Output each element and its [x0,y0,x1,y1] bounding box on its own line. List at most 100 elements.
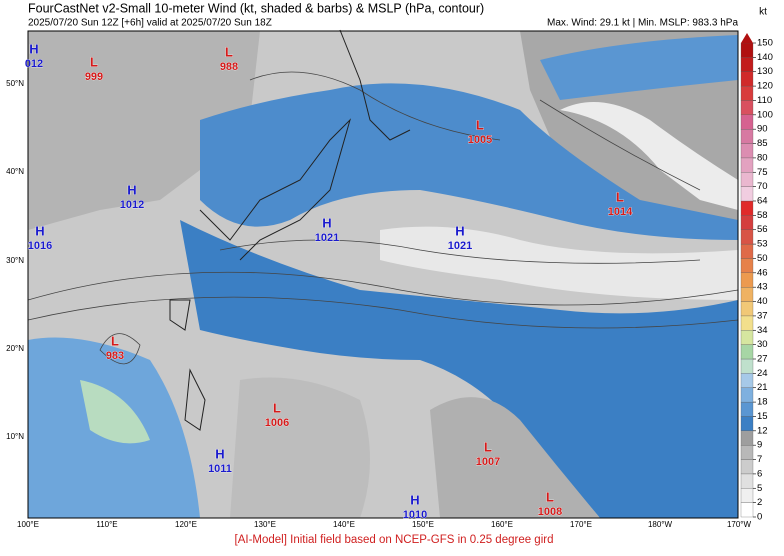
colorbar-label: 9 [757,440,762,451]
colorbar-segment [740,85,754,101]
colorbar-label: 2 [757,497,762,508]
colorbar-label: 7 [757,454,762,465]
colorbar-label: 140 [757,52,773,63]
lon-label: 140°E [333,520,355,529]
center-type: L [111,333,119,348]
colorbar-unit: kt [759,7,767,18]
map-frame [27,30,739,519]
colorbar-label: 37 [757,310,768,321]
shade [380,226,738,300]
colorbar-label: 110 [757,95,772,106]
colorbar-segment [740,387,754,403]
colorbar-label: 85 [757,138,768,149]
shade [560,102,738,210]
colorbar-segment [740,186,754,202]
colorbar-label: 64 [757,196,768,207]
center-value: 1016 [28,240,52,252]
colorbar-label: 58 [757,210,768,221]
colorbar-segment [740,344,754,360]
center-value: 1021 [315,232,339,244]
colorbar-label: 46 [757,267,768,278]
colorbar-segment [740,416,754,431]
title: FourCastNet v2-Small 10-meter Wind (kt, … [28,1,484,15]
lon-label: 150°E [412,520,434,529]
colorbar-segment [740,71,754,87]
colorbar-segment [740,488,754,503]
center-value: 1005 [468,134,492,146]
colorbar-segment [740,57,754,72]
wind-band [200,83,738,240]
center-value: 1021 [448,240,472,252]
shade [430,397,600,518]
colorbar-segment [740,100,754,115]
lon-label: 160°E [491,520,513,529]
colorbar-label: 53 [757,239,768,250]
colorbar-label: 0 [757,512,762,523]
center-type: H [455,223,464,238]
center-type: H [127,182,136,197]
colorbar-segment [740,215,754,230]
colorbar-segment [740,287,754,302]
lon-label: 180°W [648,520,673,529]
map [27,29,739,518]
colorbar-label: 24 [757,368,768,379]
colorbar-label: 120 [757,81,773,92]
colorbar-label: 150 [757,38,773,49]
center-type: L [546,489,554,504]
center-type: L [484,439,492,454]
center-type: H [35,223,44,238]
colorbar-arrow [741,33,753,43]
colorbar-label: 27 [757,354,768,365]
colorbar-label: 90 [757,124,768,135]
colorbar-label: 43 [757,282,768,293]
center-type: H [215,446,224,461]
colorbar-segment [740,243,754,259]
colorbar-segment [740,301,754,317]
colorbar-segment [740,157,754,173]
colorbar-label: 56 [757,224,768,235]
colorbar-segment [740,373,754,388]
colorbar-segment [740,445,754,460]
colorbar-label: 5 [757,483,762,494]
center-type: L [90,54,98,69]
colorbar-segment [740,401,754,417]
center-type: H [410,492,419,507]
center-type: H [29,41,38,56]
colorbar-segment [740,502,754,518]
colorbar-segment [740,330,754,345]
center-value: 1012 [120,199,144,211]
lat-label: 30°N [6,256,24,265]
colorbar-segment [740,200,754,216]
center-type: H [322,215,331,230]
wind-band [180,220,738,518]
colorbar-segment [740,315,754,331]
colorbar-segment [740,143,754,159]
colorbar-label: 12 [757,425,768,436]
colorbar-label: 30 [757,339,768,350]
colorbar-segment [740,272,754,288]
colorbar-label: 6 [757,468,762,479]
colorbar-segment [740,114,754,130]
wind-band [540,35,738,100]
lat-label: 50°N [6,79,24,88]
colorbar-label: 15 [757,411,768,422]
center-value: 012 [25,58,43,70]
stats: Max. Wind: 29.1 kt | Min. MSLP: 983.3 hP… [547,18,738,29]
center-type: L [476,117,484,132]
colorbar-label: 40 [757,296,768,307]
shade [28,31,260,230]
lat-label: 10°N [6,432,24,441]
colorbar-label: 130 [757,66,773,77]
colorbar-label: 100 [757,109,773,120]
subtitle: 2025/07/20 Sun 12Z [+6h] valid at 2025/0… [28,18,272,29]
lon-label: 130°E [254,520,276,529]
colorbar-segment [740,258,754,273]
colorbar-label: 34 [757,325,768,336]
coastline [169,29,411,431]
colorbar-segment [740,430,754,446]
colorbar-segment [740,459,754,475]
center-value: 1010 [403,509,427,521]
center-value: 983 [106,350,124,362]
colorbar-segment [740,358,754,374]
colorbar-segment [740,229,754,245]
